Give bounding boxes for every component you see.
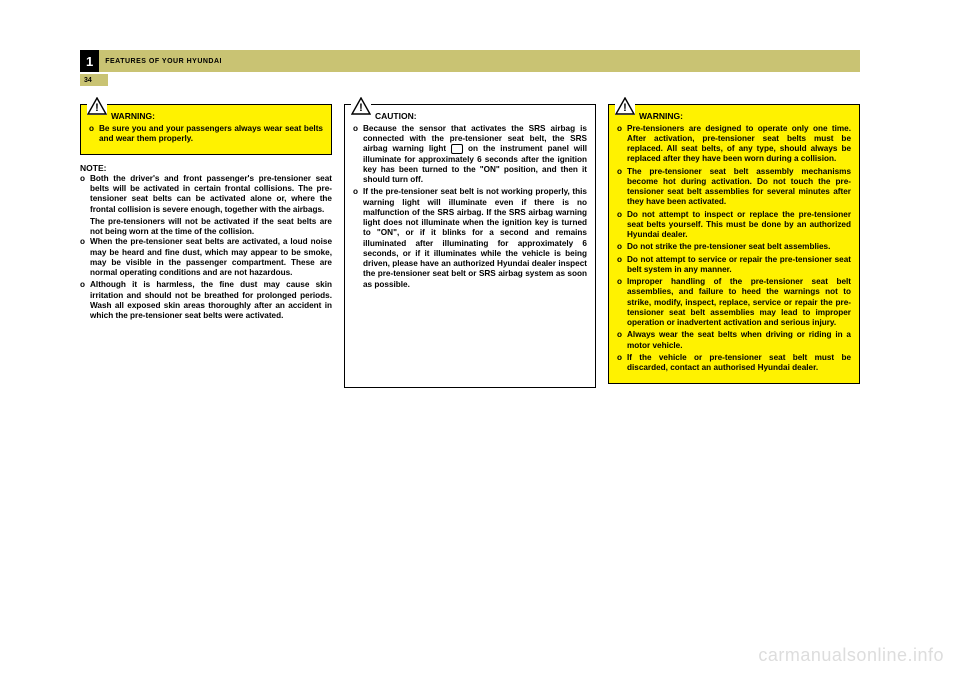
note-subtext: The pre-tensioners will not be activated… bbox=[90, 217, 332, 238]
airbag-icon bbox=[451, 144, 463, 154]
column-1: ! WARNING: oBe sure you and your passeng… bbox=[80, 104, 332, 396]
list-item: oImproper handling of the pre-tensioner … bbox=[617, 277, 851, 328]
note-list: oWhen the pre-tensioner seat belts are a… bbox=[80, 237, 332, 321]
caution-list: oBecause the sensor that activates the S… bbox=[353, 124, 587, 290]
list-item: oBecause the sensor that activates the S… bbox=[353, 124, 587, 186]
list-item: oAlways wear the seat belts when driving… bbox=[617, 330, 851, 351]
caution-icon: ! bbox=[351, 97, 371, 115]
list-item: oPre-tensioners are designed to operate … bbox=[617, 124, 851, 165]
watermark: carmanualsonline.info bbox=[758, 645, 944, 666]
manual-page: 1 FEATURES OF YOUR HYUNDAI 34 ! WARNING:… bbox=[80, 50, 860, 570]
chapter-number: 1 bbox=[80, 50, 99, 72]
list-item: oBoth the driver's and front passenger's… bbox=[80, 174, 332, 215]
warning-title: WARNING: bbox=[639, 111, 851, 122]
warning-box: ! WARNING: oBe sure you and your passeng… bbox=[80, 104, 332, 155]
list-item: oDo not attempt to inspect or replace th… bbox=[617, 210, 851, 241]
note-title: NOTE: bbox=[80, 163, 332, 174]
caution-title: CAUTION: bbox=[375, 111, 587, 122]
content-columns: ! WARNING: oBe sure you and your passeng… bbox=[80, 104, 860, 396]
header-band: 1 FEATURES OF YOUR HYUNDAI bbox=[80, 50, 860, 72]
svg-text:!: ! bbox=[623, 102, 627, 114]
warning-title: WARNING: bbox=[111, 111, 323, 122]
list-item: oAlthough it is harmless, the fine dust … bbox=[80, 280, 332, 321]
list-item: oIf the pre-tensioner seat belt is not w… bbox=[353, 187, 587, 290]
list-item: oBe sure you and your passengers always … bbox=[89, 124, 323, 145]
warning-box: ! WARNING: oPre-tensioners are designed … bbox=[608, 104, 860, 384]
svg-text:!: ! bbox=[359, 102, 363, 114]
list-item: oThe pre-tensioner seat belt assembly me… bbox=[617, 167, 851, 208]
warning-icon: ! bbox=[87, 97, 107, 115]
note-block: NOTE: oBoth the driver's and front passe… bbox=[80, 163, 332, 321]
page-number: 34 bbox=[80, 74, 108, 86]
list-item: oWhen the pre-tensioner seat belts are a… bbox=[80, 237, 332, 278]
warning-list: oPre-tensioners are designed to operate … bbox=[617, 124, 851, 374]
list-item: oDo not strike the pre-tensioner seat be… bbox=[617, 242, 851, 252]
list-item: oIf the vehicle or pre-tensioner seat be… bbox=[617, 353, 851, 374]
warning-icon: ! bbox=[615, 97, 635, 115]
column-2: ! CAUTION: oBecause the sensor that acti… bbox=[344, 104, 596, 396]
chapter-title: FEATURES OF YOUR HYUNDAI bbox=[105, 58, 222, 65]
list-item: oDo not attempt to service or repair the… bbox=[617, 255, 851, 276]
note-list: oBoth the driver's and front passenger's… bbox=[80, 174, 332, 215]
warning-list: oBe sure you and your passengers always … bbox=[89, 124, 323, 145]
column-3: ! WARNING: oPre-tensioners are designed … bbox=[608, 104, 860, 396]
caution-box: ! CAUTION: oBecause the sensor that acti… bbox=[344, 104, 596, 388]
svg-text:!: ! bbox=[95, 102, 99, 114]
